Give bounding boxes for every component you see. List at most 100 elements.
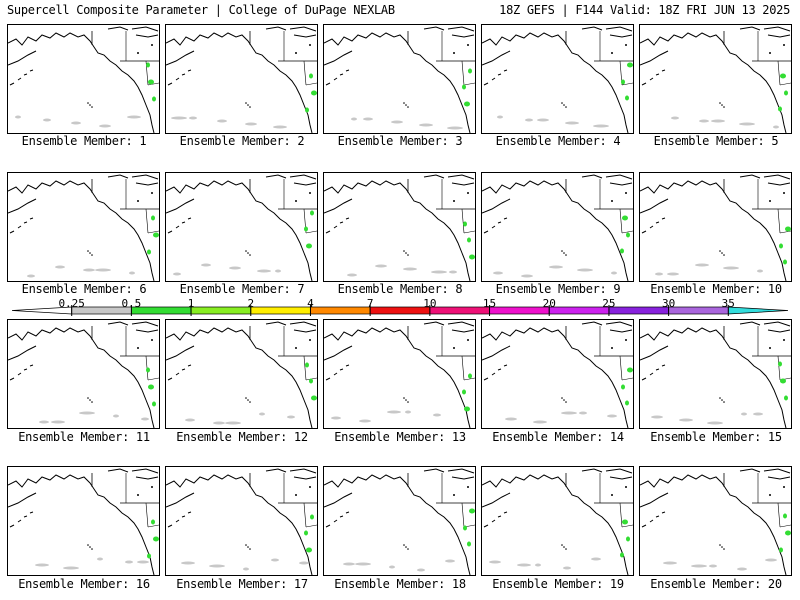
- scp-contour-light: [535, 563, 541, 567]
- scp-contour-green: [779, 243, 783, 249]
- scp-contour-light: [171, 116, 187, 120]
- scp-contour-green: [625, 95, 629, 101]
- scp-contour-light: [521, 274, 533, 278]
- ensemble-map-panel: [165, 319, 318, 429]
- scp-contour-light: [55, 265, 65, 269]
- ensemble-member-label: Ensemble Member: 2: [179, 134, 305, 148]
- ensemble-map-panel: [639, 172, 792, 282]
- scp-contour-light: [141, 417, 149, 421]
- map-canvas: [482, 26, 633, 133]
- ensemble-map-panel: [639, 466, 792, 576]
- scp-contour-light: [245, 122, 257, 126]
- map-canvas: [640, 174, 791, 281]
- ensemble-member-label: Ensemble Member: 11: [18, 430, 150, 444]
- scp-contour-green: [147, 249, 151, 255]
- colorbar-tick-label: 10: [423, 297, 437, 310]
- scp-contour-light: [35, 563, 49, 567]
- scp-contour-light: [229, 266, 241, 270]
- ensemble-map-panel: [165, 466, 318, 576]
- scp-contour-light: [533, 420, 547, 424]
- scp-contour-light: [259, 412, 265, 416]
- colorbar-tick-label: 2: [247, 297, 255, 310]
- scp-contour-light: [707, 421, 723, 425]
- ensemble-member-label: Ensemble Member: 7: [179, 282, 305, 296]
- colorbar: [11, 305, 789, 316]
- map-canvas: [640, 26, 791, 133]
- scp-contour-light: [433, 413, 441, 417]
- scp-contour-light: [711, 119, 725, 123]
- scp-contour-green: [778, 106, 782, 112]
- map-canvas: [8, 26, 159, 133]
- scp-contour-light: [709, 564, 717, 568]
- scp-contour-light: [549, 265, 563, 269]
- map-canvas: [324, 174, 475, 281]
- scp-contour-green: [462, 84, 466, 90]
- scp-contour-green: [309, 378, 313, 384]
- scp-contour-light: [63, 566, 79, 570]
- scp-contour-green: [148, 384, 154, 390]
- scp-contour-green: [152, 96, 156, 102]
- map-canvas: [640, 321, 791, 428]
- scp-contour-light: [405, 410, 411, 414]
- scp-contour-green: [467, 541, 471, 547]
- scp-contour-light: [225, 421, 241, 425]
- colorbar-tick-label: 15: [482, 297, 497, 310]
- map-canvas: [8, 468, 159, 575]
- scp-contour-green: [310, 210, 314, 216]
- scp-contour-light: [113, 414, 119, 418]
- scp-contour-green: [151, 519, 155, 525]
- map-canvas: [166, 174, 317, 281]
- scp-contour-light: [15, 115, 21, 119]
- scp-contour-light: [129, 271, 135, 275]
- scp-contour-light: [417, 568, 425, 572]
- scp-contour-light: [273, 125, 287, 129]
- ensemble-member-label: Ensemble Member: 13: [334, 430, 466, 444]
- ensemble-map-panel: [323, 24, 476, 134]
- scp-contour-green: [784, 395, 788, 401]
- ensemble-member-label: Ensemble Member: 19: [492, 577, 624, 591]
- scp-contour-light: [591, 557, 601, 561]
- ensemble-map-panel: [165, 172, 318, 282]
- scp-contour-light: [359, 419, 371, 423]
- ensemble-member-label: Ensemble Member: 5: [653, 134, 779, 148]
- scp-contour-green: [785, 226, 791, 232]
- scp-contour-light: [355, 562, 371, 566]
- scp-contour-light: [563, 566, 571, 570]
- scp-contour-green: [311, 90, 317, 96]
- scp-contour-light: [505, 417, 517, 421]
- colorbar-tick-label: 30: [661, 297, 676, 310]
- scp-contour-light: [189, 116, 197, 120]
- ensemble-map-panel: [481, 319, 634, 429]
- ensemble-member-label: Ensemble Member: 8: [337, 282, 463, 296]
- scp-contour-light: [419, 123, 433, 127]
- colorbar-segment: [369, 306, 431, 315]
- scp-contour-green: [146, 62, 150, 68]
- scp-contour-light: [691, 564, 707, 568]
- scp-contour-light: [127, 115, 141, 119]
- scp-contour-light: [363, 117, 373, 121]
- scp-contour-green: [627, 62, 633, 68]
- scp-contour-light: [43, 118, 51, 122]
- scp-contour-light: [173, 272, 181, 276]
- scp-contour-light: [493, 271, 503, 275]
- scp-contour-light: [391, 120, 403, 124]
- scp-contour-light: [737, 567, 747, 571]
- scp-contour-light: [27, 274, 35, 278]
- colorbar-tick-label: 4: [307, 297, 314, 310]
- scp-contour-green: [311, 395, 317, 401]
- scp-contour-green: [146, 367, 150, 373]
- scp-contour-light: [757, 269, 763, 273]
- scp-contour-light: [655, 272, 663, 276]
- scp-contour-light: [753, 412, 763, 416]
- map-canvas: [324, 321, 475, 428]
- scp-contour-light: [95, 268, 111, 272]
- scp-contour-green: [464, 406, 470, 412]
- map-canvas: [8, 321, 159, 428]
- ensemble-map-panel: [7, 172, 160, 282]
- scp-contour-green: [622, 519, 628, 525]
- map-canvas: [8, 174, 159, 281]
- scp-contour-light: [83, 268, 95, 272]
- ensemble-map-panel: [639, 24, 792, 134]
- map-canvas: [482, 174, 633, 281]
- scp-contour-green: [468, 68, 472, 74]
